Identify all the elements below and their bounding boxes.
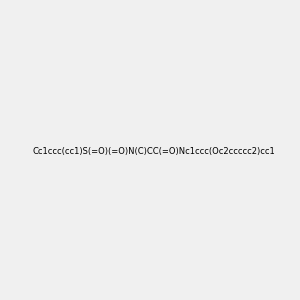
Text: Cc1ccc(cc1)S(=O)(=O)N(C)CC(=O)Nc1ccc(Oc2ccccc2)cc1: Cc1ccc(cc1)S(=O)(=O)N(C)CC(=O)Nc1ccc(Oc2… bbox=[32, 147, 275, 156]
